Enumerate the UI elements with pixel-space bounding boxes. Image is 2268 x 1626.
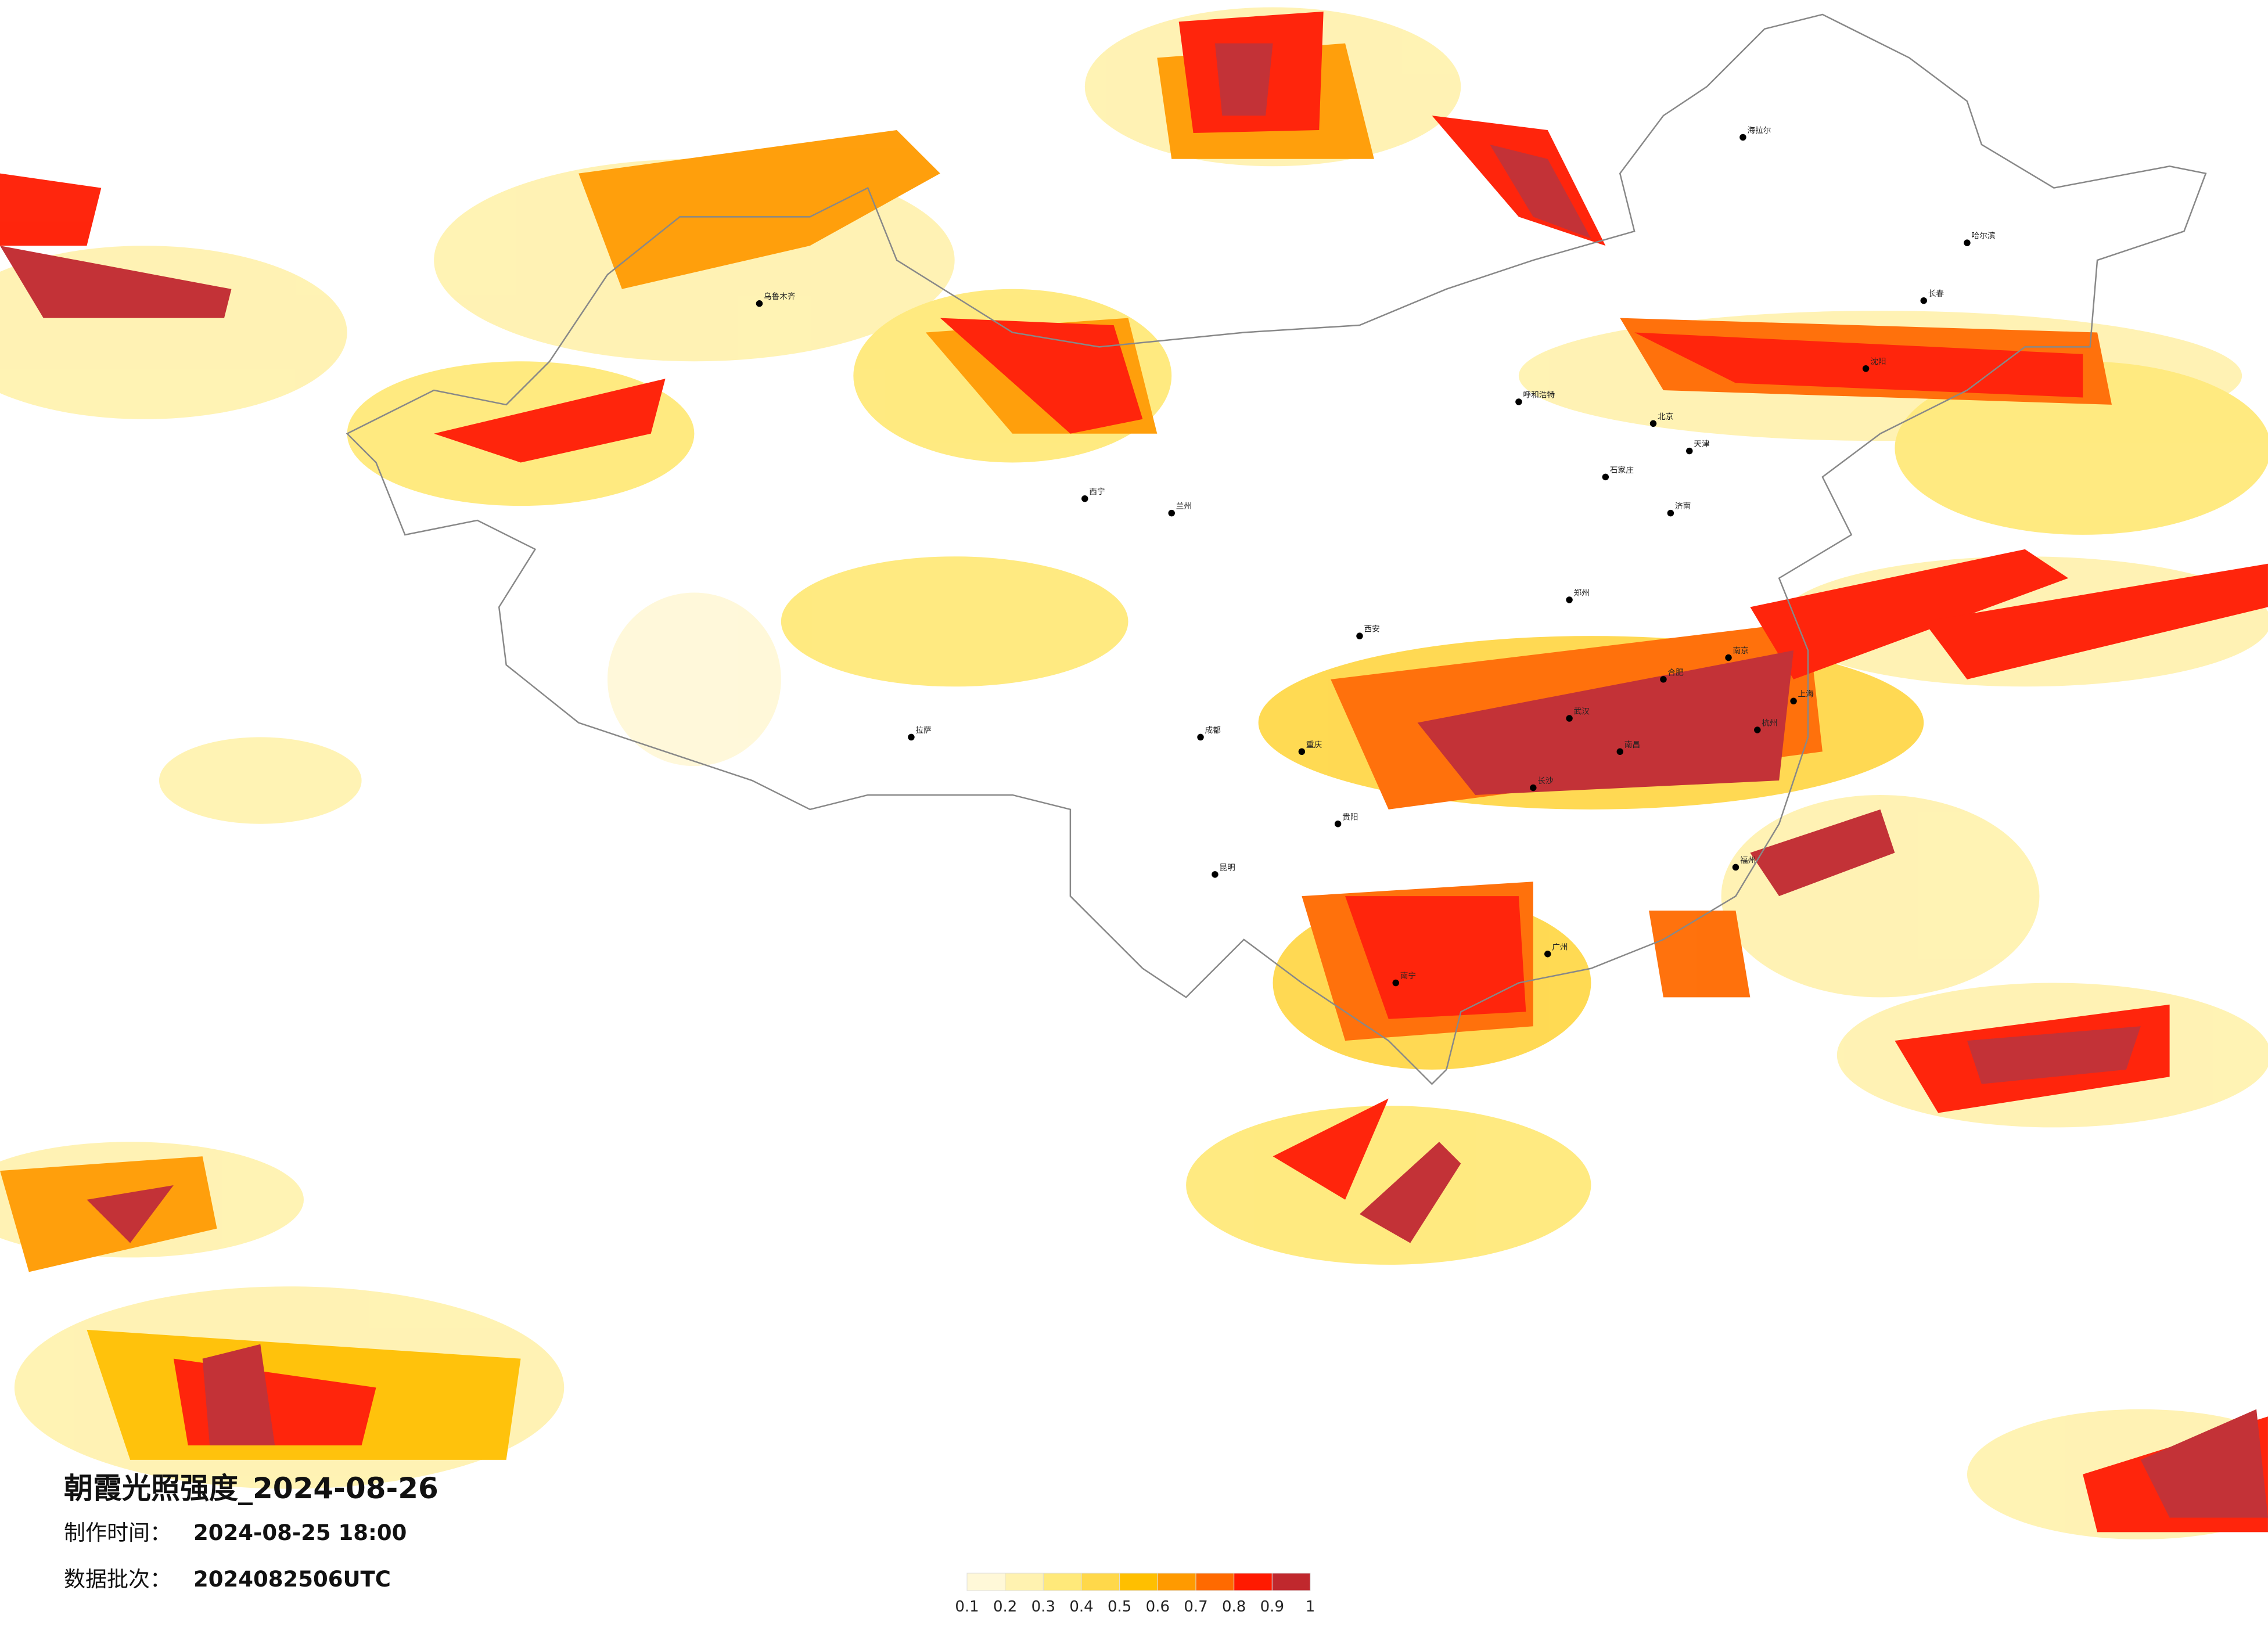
- city-label: 南京: [1733, 646, 1748, 656]
- colorbar-tick-label: 0.2: [993, 1598, 1017, 1616]
- city-dot: [1790, 697, 1797, 704]
- colorbar-swatch: [1119, 1573, 1158, 1591]
- city-dot: [1686, 447, 1693, 455]
- city-dot: [1754, 726, 1761, 733]
- city-dot: [756, 300, 763, 307]
- city-label: 济南: [1675, 502, 1691, 511]
- city-dot: [1530, 784, 1537, 792]
- city-label: 杭州: [1762, 718, 1777, 728]
- city-dot: [1739, 134, 1746, 141]
- city-dot: [1725, 654, 1732, 661]
- city-label: 北京: [1658, 412, 1673, 422]
- city-dot: [1602, 473, 1609, 481]
- colorbar-swatch: [1195, 1573, 1235, 1591]
- colorbar-swatch: [1081, 1573, 1120, 1591]
- city-label: 南宁: [1400, 971, 1416, 981]
- batch-label: 数据批次：: [64, 1567, 171, 1592]
- city-dot: [1566, 596, 1573, 603]
- city-dot: [1660, 676, 1667, 683]
- city-label: 西宁: [1089, 487, 1105, 497]
- colorbar-tick-label: 0.8: [1222, 1598, 1246, 1616]
- city-label: 哈尔滨: [1971, 232, 1995, 241]
- city-label: 拉萨: [915, 726, 931, 735]
- city-label: 兰州: [1176, 502, 1192, 511]
- city-dot: [1616, 748, 1623, 756]
- colorbar-tick-label: 0.1: [955, 1598, 979, 1616]
- city-label: 上海: [1798, 690, 1814, 699]
- colorbar-tick-label: 0.9: [1260, 1598, 1284, 1616]
- colorbar-swatch: [1271, 1573, 1311, 1591]
- city-dot: [1212, 871, 1219, 878]
- colorbar-swatch: [1157, 1573, 1196, 1591]
- city-dot: [1197, 733, 1204, 741]
- city-label: 西安: [1364, 625, 1379, 634]
- city-dot: [1515, 398, 1522, 405]
- boundary: [346, 13, 2207, 1085]
- colorbar-tick-label: 1: [1306, 1598, 1315, 1616]
- city-dot: [1356, 632, 1363, 639]
- city-label: 长春: [1928, 289, 1944, 298]
- colorbar: 0.1 0.2 0.3 0.4 0.5 0.6 0.7 0.8 0.9 1: [955, 1573, 1315, 1616]
- city-label: 郑州: [1574, 588, 1590, 598]
- city-dot: [1667, 509, 1674, 517]
- colorbar-swatch: [1005, 1573, 1044, 1591]
- city-label: 福州: [1740, 856, 1756, 865]
- city-label: 合肥: [1667, 668, 1684, 677]
- city-dot: [1732, 864, 1739, 871]
- city-label: 沈阳: [1870, 357, 1886, 366]
- city-label: 南昌: [1624, 740, 1640, 750]
- city-dot: [1392, 979, 1399, 987]
- colorbar-tick-label: 0.5: [1108, 1598, 1131, 1616]
- city-dot: [908, 733, 915, 741]
- colorbar-tick-label: 0.3: [1031, 1598, 1055, 1616]
- colorbar-swatch: [1043, 1573, 1082, 1591]
- intensity-field: [0, 7, 2268, 1539]
- city-label: 呼和浩特: [1523, 390, 1555, 400]
- colorbar-swatch: [1234, 1573, 1273, 1591]
- city-dot: [1862, 365, 1870, 372]
- batch-value: 2024082506UTC: [193, 1567, 391, 1592]
- city-dot: [1964, 239, 1971, 246]
- city-label: 乌鲁木齐: [764, 292, 796, 301]
- city-label: 天津: [1694, 440, 1710, 449]
- city-label: 昆明: [1219, 863, 1235, 872]
- city-label: 成都: [1205, 726, 1221, 735]
- colorbar-swatch: [966, 1573, 1006, 1591]
- city-dot: [1649, 420, 1657, 427]
- city-label: 重庆: [1306, 740, 1322, 750]
- city-label: 石家庄: [1610, 465, 1634, 475]
- city-dot: [1920, 297, 1927, 304]
- city-dot: [1081, 495, 1088, 502]
- made-value: 2024-08-25 18:00: [193, 1520, 407, 1545]
- colorbar-tick-label: 0.6: [1146, 1598, 1170, 1616]
- city-label: 武汉: [1574, 707, 1590, 717]
- city-label: 广州: [1552, 942, 1568, 952]
- city-dot: [1168, 509, 1175, 517]
- title: 朝霞光照强度_2024-08-26: [64, 1472, 438, 1505]
- city-label: 海拉尔: [1747, 126, 1771, 135]
- colorbar-tick-label: 0.4: [1069, 1598, 1093, 1616]
- city-label: 长沙: [1537, 776, 1554, 786]
- city-dot: [1544, 951, 1551, 958]
- city-dot: [1566, 715, 1573, 722]
- city-label: 贵阳: [1342, 812, 1358, 822]
- city-dot: [1298, 748, 1306, 756]
- city-dot: [1334, 821, 1342, 828]
- colorbar-tick-label: 0.7: [1184, 1598, 1207, 1616]
- made-label: 制作时间：: [64, 1520, 171, 1545]
